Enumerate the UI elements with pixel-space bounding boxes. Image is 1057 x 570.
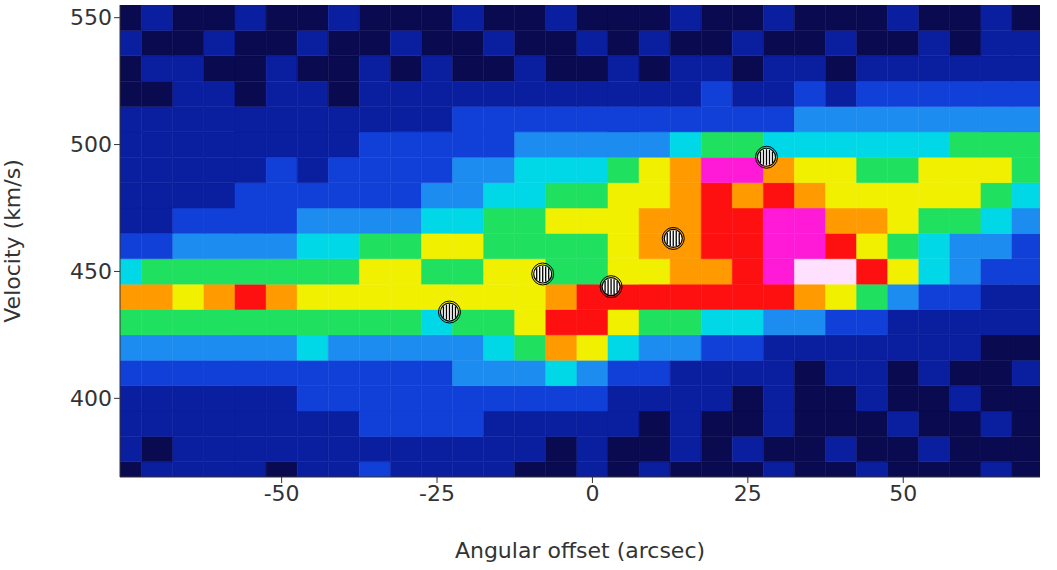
svg-text:550: 550 bbox=[70, 5, 112, 30]
svg-text:450: 450 bbox=[70, 259, 112, 284]
svg-text:-50: -50 bbox=[264, 481, 300, 506]
svg-text:0: 0 bbox=[585, 481, 599, 506]
svg-text:-25: -25 bbox=[419, 481, 455, 506]
svg-text:Angular offset (arcsec): Angular offset (arcsec) bbox=[455, 538, 705, 563]
svg-text:Velocity (km/s): Velocity (km/s) bbox=[0, 159, 25, 323]
svg-text:500: 500 bbox=[70, 132, 112, 157]
svg-text:50: 50 bbox=[889, 481, 917, 506]
svg-text:400: 400 bbox=[70, 386, 112, 411]
svg-text:25: 25 bbox=[734, 481, 762, 506]
